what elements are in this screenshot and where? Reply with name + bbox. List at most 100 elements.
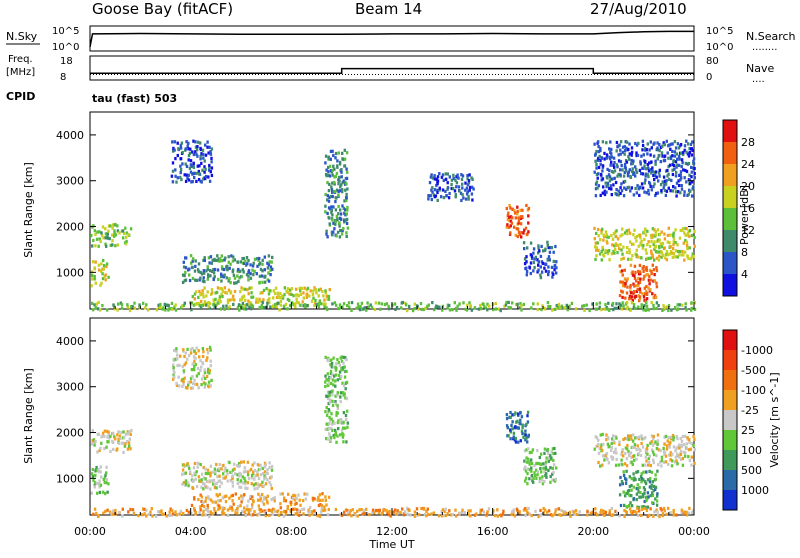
velocity-echo-cell [326, 390, 330, 394]
power-echo-cell [649, 278, 652, 282]
power-echo-cell [90, 284, 93, 288]
velocity-echo-cell [199, 505, 202, 509]
power-echo-cell [660, 230, 663, 234]
power-echo-cell [184, 179, 188, 183]
velocity-echo-cell [246, 460, 250, 464]
power-echo-cell [606, 184, 609, 188]
power-echo-cell [179, 143, 182, 147]
power-echo-cell [625, 279, 628, 283]
power-echo-cell [466, 174, 469, 178]
velocity-echo-cell [622, 470, 625, 474]
velocity-echo-cell [603, 454, 606, 458]
velocity-echo-cell [640, 507, 644, 511]
power-echo-cell [648, 148, 651, 152]
velocity-echo-cell [253, 468, 257, 473]
power-echo-cell [619, 191, 622, 196]
power-echo-cell [337, 193, 340, 197]
velocity-echo-cell [630, 455, 633, 459]
velocity-echo-cell [203, 371, 207, 375]
power-echo-cell [615, 149, 618, 153]
power-echo-cell [619, 173, 622, 177]
velocity-echo-cell [229, 505, 232, 509]
power-echo-cell [385, 302, 389, 306]
velocity-echo-cell [656, 433, 660, 437]
velocity-echo-cell [244, 486, 247, 490]
velocity-echo-cell [463, 510, 466, 515]
velocity-echo-cell [363, 511, 366, 515]
velocity-echo-cell [650, 483, 653, 487]
power-echo-cell [509, 224, 512, 228]
power-echo-cell [666, 233, 670, 237]
velocity-echo-cell [326, 394, 329, 398]
velocity-echo-cell [345, 358, 348, 362]
velocity-echo-cell [97, 514, 100, 518]
power-echo-cell [271, 255, 274, 259]
power-echo-cell [232, 255, 235, 259]
velocity-echo-cell [249, 467, 253, 471]
power-echo-cell [632, 242, 635, 246]
power-echo-cell [640, 182, 644, 186]
power-echo-cell [346, 170, 349, 174]
velocity-echo-cell [519, 418, 522, 422]
power-echo-cell [644, 172, 648, 176]
power-echo-cell [334, 208, 338, 212]
velocity-echo-cell [339, 433, 342, 437]
power-echo-cell [171, 180, 175, 184]
power-echo-cell [91, 277, 94, 281]
velocity-echo-cell [256, 482, 260, 486]
power-echo-cell [102, 258, 105, 263]
power-echo-cell [241, 261, 245, 265]
velocity-echo-cell [172, 377, 175, 381]
power-echo-cell [217, 257, 220, 261]
velocity-echo-cell [105, 445, 108, 449]
power-echo-cell [608, 179, 612, 183]
velocity-echo-cell [650, 448, 654, 452]
power-echo-cell [679, 170, 683, 174]
freq-left-label-1: Freq. [8, 54, 33, 65]
power-echo-cell [635, 168, 638, 172]
power-echo-cell [684, 238, 687, 243]
power-echo-cell [467, 197, 470, 201]
velocity-echo-cell [236, 473, 239, 477]
velocity-echo-cell [216, 503, 220, 507]
velocity-echo-cell [652, 453, 656, 457]
power-echo-cell [193, 171, 196, 175]
velocity-echo-cell [505, 424, 509, 428]
power-echo-cell [674, 241, 677, 245]
power-echo-cell [551, 308, 554, 312]
velocity-echo-cell [624, 446, 628, 450]
power-echo-cell [261, 301, 264, 305]
power-echo-cell [269, 305, 272, 309]
velocity-echo-cell [91, 474, 95, 478]
power-echo-cell [106, 231, 109, 236]
power-echo-cell [468, 185, 472, 189]
power-echo-cell [677, 183, 681, 188]
velocity-echo-cell [598, 447, 601, 451]
power-echo-cell [233, 276, 237, 280]
power-echo-cell [647, 256, 650, 260]
velocity-colorbar-swatch [723, 490, 737, 511]
power-echo-cell [638, 299, 641, 303]
velocity-echo-cell [635, 487, 638, 491]
velocity-echo-cell [175, 513, 178, 517]
power-echo-layer [90, 139, 697, 313]
velocity-echo-cell [688, 458, 692, 463]
power-echo-cell [665, 139, 668, 143]
power-echo-cell [308, 294, 311, 298]
velocity-echo-cell [291, 507, 295, 511]
power-echo-cell [240, 274, 243, 279]
velocity-echo-cell [208, 385, 211, 389]
velocity-echo-cell [220, 467, 223, 471]
velocity-echo-cell [263, 497, 266, 501]
velocity-echo-cell [324, 495, 327, 499]
power-echo-cell [104, 227, 107, 231]
noise-right-tick-low: 10^0 [706, 42, 733, 53]
power-echo-cell [224, 290, 227, 295]
power-echo-cell [665, 252, 668, 256]
power-echo-cell [108, 237, 111, 241]
power-echo-cell [621, 301, 624, 305]
power-echo-cell [128, 308, 132, 313]
power-echo-cell [679, 228, 682, 233]
power-echo-cell [671, 149, 674, 153]
velocity-echo-region [92, 506, 695, 519]
